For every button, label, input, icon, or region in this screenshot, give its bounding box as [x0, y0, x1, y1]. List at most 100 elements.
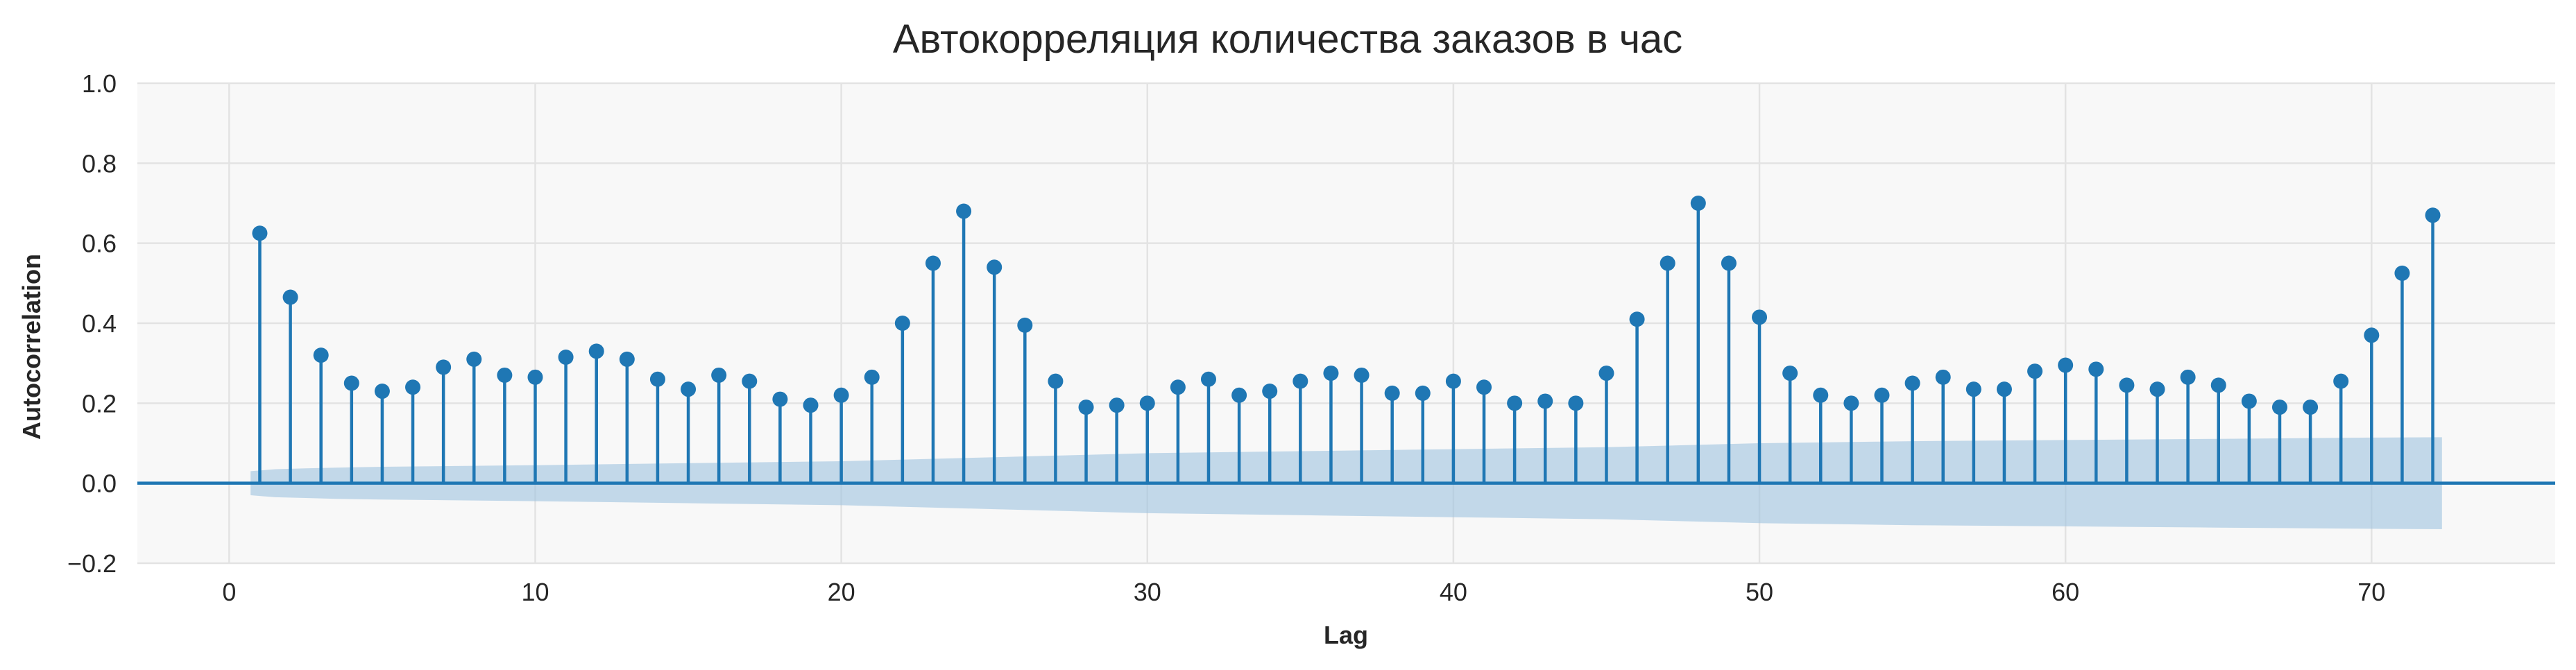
stem-marker [2149, 381, 2165, 397]
stem-lag-24 [956, 203, 972, 483]
stem-lag-41 [1476, 379, 1492, 483]
stem-lag-60 [2058, 357, 2074, 483]
stem-lag-8 [466, 351, 482, 483]
stem-lag-53 [1843, 395, 1859, 483]
stem-lag-71 [2394, 265, 2410, 483]
stem-marker [405, 379, 421, 395]
stem-lag-58 [1996, 381, 2012, 483]
chart-title: Автокорреляция количества заказов в час [893, 17, 1682, 62]
x-tick-label: 30 [1134, 578, 1161, 606]
stem-lag-31 [1170, 379, 1186, 483]
stem-marker [1752, 309, 1768, 325]
y-tick-label: 0.0 [82, 470, 117, 498]
stem-marker [527, 369, 543, 385]
stem-lag-18 [772, 391, 788, 483]
stem-lag-37 [1354, 367, 1370, 483]
x-tick-label: 50 [1746, 578, 1773, 606]
stem-marker [558, 350, 574, 366]
stem-marker [1721, 255, 1737, 271]
stem-lag-49 [1721, 255, 1737, 483]
stem-lag-15 [681, 381, 697, 483]
stem-marker [772, 391, 788, 407]
stem-marker [956, 203, 972, 219]
stem-lag-67 [2271, 400, 2287, 483]
stem-marker [2180, 369, 2196, 385]
stem-marker [1660, 255, 1675, 271]
stem-lag-6 [405, 379, 421, 483]
stem-marker [2333, 373, 2349, 389]
stem-lag-28 [1078, 400, 1094, 483]
stem-lag-4 [343, 375, 359, 483]
y-tick-label: −0.2 [67, 549, 117, 578]
stem-lag-40 [1445, 373, 1461, 483]
stem-lag-27 [1048, 373, 1064, 483]
stem-marker [252, 225, 268, 241]
stem-marker [1384, 385, 1400, 401]
stem-marker [1568, 395, 1584, 411]
stem-marker [1690, 196, 1706, 211]
stem-marker [2394, 265, 2410, 281]
y-tick-labels: −0.2 0.0 0.2 0.4 0.6 0.8 1.0 [67, 69, 117, 578]
stem-marker [374, 384, 390, 400]
stem-lag-66 [2241, 393, 2257, 483]
stem-lag-32 [1200, 371, 1216, 483]
stem-marker [2088, 361, 2104, 377]
stem-lag-25 [987, 259, 1003, 483]
y-tick-label: 0.8 [82, 149, 117, 178]
x-tick-label: 0 [222, 578, 236, 606]
stem-marker [313, 347, 329, 363]
stem-lag-26 [1017, 317, 1033, 483]
stem-lag-70 [2364, 327, 2380, 483]
stem-lag-47 [1660, 255, 1675, 483]
stem-marker [1170, 379, 1186, 395]
stem-lag-61 [2088, 361, 2104, 483]
stem-marker [497, 367, 513, 383]
x-tick-label: 60 [2052, 578, 2079, 606]
stem-lag-36 [1323, 366, 1339, 483]
stem-lag-43 [1537, 393, 1553, 483]
stem-lag-14 [649, 371, 665, 483]
stem-marker [894, 316, 910, 331]
stem-marker [1200, 371, 1216, 387]
stem-lag-13 [619, 351, 635, 483]
stem-lag-35 [1293, 373, 1308, 483]
stem-marker [2364, 327, 2380, 343]
stem-marker [833, 387, 849, 403]
x-axis-label: Lag [1324, 621, 1368, 649]
stem-marker [1445, 373, 1461, 389]
y-tick-label: 0.6 [82, 230, 117, 258]
stem-marker [1843, 395, 1859, 411]
stem-lag-1 [252, 225, 268, 483]
stem-lag-69 [2333, 373, 2349, 483]
y-tick-label: 0.4 [82, 309, 117, 338]
stem-lag-9 [497, 367, 513, 483]
stem-lag-30 [1139, 395, 1155, 483]
stem-marker [1293, 373, 1308, 389]
stem-lag-56 [1935, 369, 1951, 483]
stem-lag-29 [1109, 397, 1125, 483]
stem-marker [1537, 393, 1553, 409]
stem-marker [711, 367, 727, 383]
stem-lag-52 [1813, 387, 1829, 483]
stem-marker [436, 359, 452, 375]
stem-marker [1782, 366, 1798, 381]
stem-marker [1262, 384, 1278, 400]
stem-lag-48 [1690, 196, 1706, 483]
stem-marker [343, 375, 359, 391]
y-axis-label: Autocorrelation [17, 254, 46, 440]
stem-marker [2027, 363, 2043, 379]
stem-marker [1874, 387, 1890, 403]
stem-lag-38 [1384, 385, 1400, 483]
y-tick-label: 1.0 [82, 69, 117, 98]
stem-marker [2058, 357, 2074, 373]
stem-marker [1813, 387, 1829, 403]
stem-lag-59 [2027, 363, 2043, 483]
stem-marker [2210, 377, 2226, 393]
stem-marker [1354, 367, 1370, 383]
stem-lag-20 [833, 387, 849, 483]
stem-lag-33 [1231, 387, 1247, 483]
stem-lag-2 [282, 289, 298, 483]
stem-marker [1415, 385, 1431, 401]
stem-marker [1629, 311, 1645, 327]
